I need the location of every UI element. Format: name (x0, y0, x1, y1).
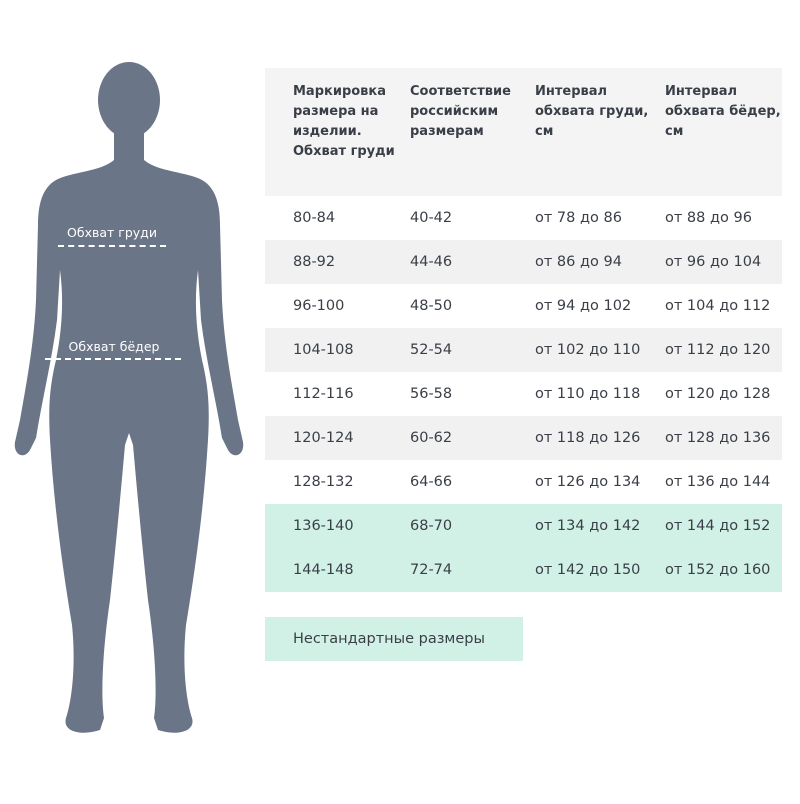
table-cell: от 118 до 126 (535, 430, 641, 446)
table-cell: от 144 до 152 (665, 518, 771, 534)
header-size-marking: Маркировка размера на изделии. Обхват гр… (293, 84, 395, 159)
table-cell: 56-58 (410, 386, 453, 402)
table-cell: 40-42 (410, 210, 453, 226)
table-row: 112-116 56-58 от 110 до 118 от 120 до 128 (265, 372, 782, 416)
table-cell: от 120 до 128 (665, 386, 771, 402)
table-cell: 136-140 (293, 518, 354, 534)
table-cell: от 94 до 102 (535, 298, 632, 314)
hips-label: Обхват бёдер (68, 339, 160, 354)
table-cell: от 136 до 144 (665, 474, 771, 490)
table-cell: 144-148 (293, 562, 354, 578)
table-cell: от 142 до 150 (535, 562, 641, 578)
table-cell: от 110 до 118 (535, 386, 641, 402)
table-row: 144-148 72-74 от 142 до 150 от 152 до 160 (265, 548, 782, 592)
table-cell: 44-46 (410, 254, 453, 270)
table-cell: от 104 до 112 (665, 298, 771, 314)
table-cell: 88-92 (293, 254, 336, 270)
table-cell: 68-70 (410, 518, 453, 534)
header-russian-size: Соответствие российским размерам (410, 84, 511, 139)
table-row: 80-84 40-42 от 78 до 86 от 88 до 96 (265, 196, 782, 240)
table-cell: 112-116 (293, 386, 354, 402)
size-table: Маркировка размера на изделии. Обхват гр… (265, 68, 782, 592)
table-row: 104-108 52-54 от 102 до 110 от 112 до 120 (265, 328, 782, 372)
chest-dashed-line (58, 245, 166, 247)
table-cell: от 112 до 120 (665, 342, 771, 358)
header-chest-range: Интервал обхвата груди, см (535, 84, 649, 139)
hips-dashed-line (45, 358, 181, 360)
chest-label: Обхват груди (67, 225, 157, 240)
table-cell: 80-84 (293, 210, 336, 226)
table-cell: 60-62 (410, 430, 453, 446)
table-cell: от 134 до 142 (535, 518, 641, 534)
table-cell: от 86 до 94 (535, 254, 622, 270)
table-cell: 48-50 (410, 298, 453, 314)
table-cell: 128-132 (293, 474, 354, 490)
table-row: 128-132 64-66 от 126 до 134 от 136 до 144 (265, 460, 782, 504)
table-row: 120-124 60-62 от 118 до 126 от 128 до 136 (265, 416, 782, 460)
table-cell: 72-74 (410, 562, 453, 578)
table-cell: от 78 до 86 (535, 210, 622, 226)
table-cell: от 152 до 160 (665, 562, 771, 578)
table-header: Маркировка размера на изделии. Обхват гр… (265, 68, 782, 196)
table-cell: 96-100 (293, 298, 345, 314)
female-silhouette-icon (14, 62, 244, 733)
body-silhouette: Обхват груди Обхват бёдер (0, 0, 260, 800)
table-cell: 64-66 (410, 474, 453, 490)
table-cell: от 96 до 104 (665, 254, 762, 270)
table-row: 96-100 48-50 от 94 до 102 от 104 до 112 (265, 284, 782, 328)
table-cell: 52-54 (410, 342, 453, 358)
table-row: 88-92 44-46 от 86 до 94 от 96 до 104 (265, 240, 782, 284)
table-cell: от 128 до 136 (665, 430, 771, 446)
table-cell: от 88 до 96 (665, 210, 752, 226)
table-cell: от 102 до 110 (535, 342, 641, 358)
nonstandard-sizes-label: Нестандартные размеры (293, 631, 485, 647)
table-cell: 120-124 (293, 430, 354, 446)
table-row: 136-140 68-70 от 134 до 142 от 144 до 152 (265, 504, 782, 548)
header-hips-range: Интервал обхвата бёдер, см (665, 84, 781, 139)
table-cell: от 126 до 134 (535, 474, 641, 490)
table-cell: 104-108 (293, 342, 354, 358)
nonstandard-sizes-button[interactable]: Нестандартные размеры (265, 617, 523, 661)
